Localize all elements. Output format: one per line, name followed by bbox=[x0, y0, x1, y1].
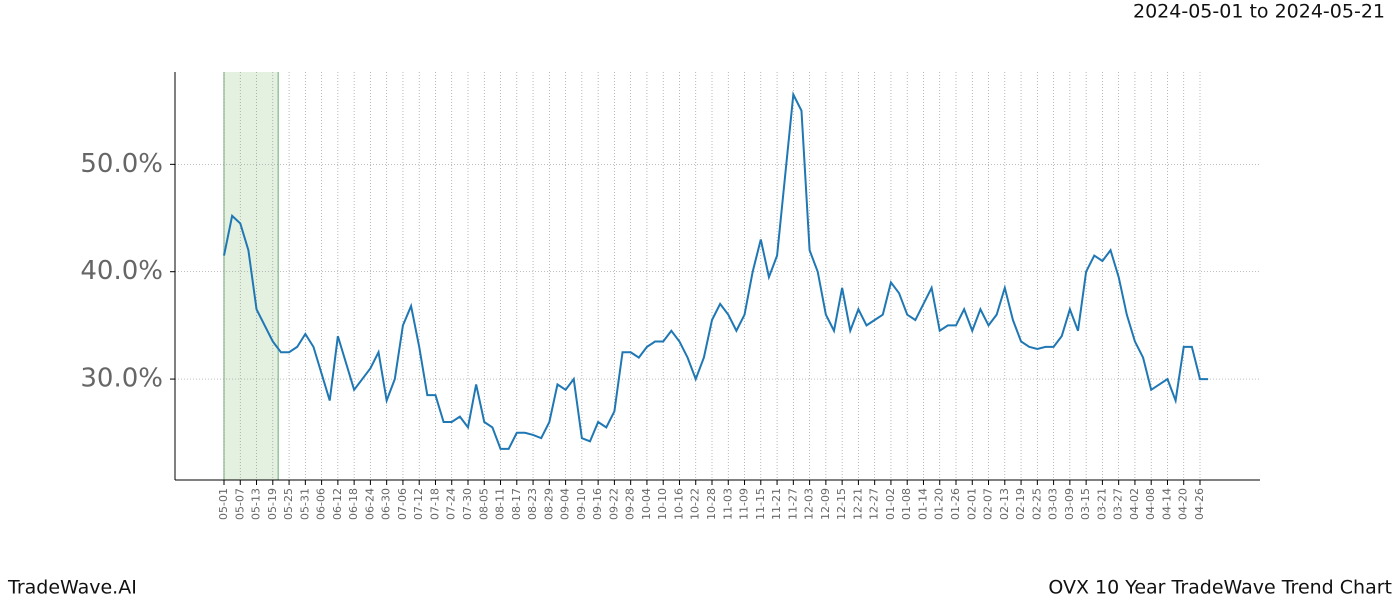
y-tick-label: 50.0% bbox=[80, 149, 163, 179]
x-tick-label: 02-07 bbox=[982, 488, 995, 520]
x-tick-label: 08-23 bbox=[526, 488, 539, 520]
x-tick-label: 06-18 bbox=[347, 488, 360, 520]
x-tick-label: 05-25 bbox=[282, 488, 295, 520]
x-tick-label: 03-27 bbox=[1112, 488, 1125, 520]
x-tick-label: 01-20 bbox=[933, 488, 946, 520]
x-tick-label: 11-27 bbox=[786, 488, 799, 520]
x-tick-label: 03-15 bbox=[1079, 488, 1092, 520]
chart-title: 2024-05-01 to 2024-05-21 bbox=[1133, 1, 1385, 23]
y-tick-label: 40.0% bbox=[80, 256, 163, 286]
x-tick-label: 04-26 bbox=[1193, 488, 1206, 520]
x-tick-label: 12-21 bbox=[851, 488, 864, 520]
x-tick-label: 01-26 bbox=[949, 488, 962, 520]
x-tick-label: 09-22 bbox=[607, 488, 620, 520]
trend-line bbox=[223, 91, 1209, 450]
x-tick-label: 09-16 bbox=[591, 488, 604, 520]
x-tick-label: 04-14 bbox=[1160, 488, 1173, 520]
x-tick-label: 05-31 bbox=[298, 488, 311, 520]
x-tick-label: 06-24 bbox=[363, 488, 376, 520]
footer-left: TradeWave.AI bbox=[7, 577, 137, 599]
x-tick-label: 10-10 bbox=[656, 488, 669, 520]
x-tick-label: 02-01 bbox=[965, 488, 978, 520]
x-tick-label: 03-03 bbox=[1047, 488, 1060, 520]
x-tick-label: 08-29 bbox=[542, 488, 555, 520]
x-tick-label: 10-04 bbox=[640, 488, 653, 520]
x-tick-label: 07-18 bbox=[428, 488, 441, 520]
x-tick-label: 05-19 bbox=[266, 488, 279, 520]
x-tick-label: 09-28 bbox=[624, 488, 637, 520]
x-tick-label: 06-12 bbox=[331, 488, 344, 520]
x-tick-label: 08-11 bbox=[494, 488, 507, 520]
x-tick-label: 06-30 bbox=[380, 488, 393, 520]
x-tick-label: 01-02 bbox=[884, 488, 897, 520]
x-tick-label: 08-17 bbox=[510, 488, 523, 520]
x-tick-label: 05-07 bbox=[233, 488, 246, 520]
x-tick-label: 05-01 bbox=[217, 488, 230, 520]
x-tick-label: 02-25 bbox=[1030, 488, 1043, 520]
x-tick-label: 10-16 bbox=[672, 488, 685, 520]
x-tick-label: 08-05 bbox=[477, 488, 490, 520]
x-tick-label: 02-13 bbox=[998, 488, 1011, 520]
x-tick-label: 11-09 bbox=[738, 488, 751, 520]
x-tick-label: 02-19 bbox=[1014, 488, 1027, 520]
x-tick-label: 12-15 bbox=[835, 488, 848, 520]
x-tick-label: 07-06 bbox=[396, 488, 409, 520]
x-tick-label: 11-15 bbox=[754, 488, 767, 520]
x-tick-label: 07-30 bbox=[461, 488, 474, 520]
x-tick-label: 11-03 bbox=[721, 488, 734, 520]
x-tick-label: 03-21 bbox=[1095, 488, 1108, 520]
x-tick-label: 01-14 bbox=[916, 488, 929, 520]
x-tick-label: 04-20 bbox=[1177, 488, 1190, 520]
footer-right: OVX 10 Year TradeWave Trend Chart bbox=[1048, 577, 1392, 599]
x-tick-label: 12-27 bbox=[868, 488, 881, 520]
x-tick-label: 04-02 bbox=[1128, 488, 1141, 520]
x-tick-label: 07-24 bbox=[445, 488, 458, 520]
x-tick-label: 05-13 bbox=[250, 488, 263, 520]
x-tick-label: 10-22 bbox=[689, 488, 702, 520]
x-tick-label: 04-08 bbox=[1144, 488, 1157, 520]
x-tick-label: 12-03 bbox=[803, 488, 816, 520]
x-tick-label: 01-08 bbox=[900, 488, 913, 520]
x-tick-label: 12-09 bbox=[819, 488, 832, 520]
x-tick-label: 09-04 bbox=[559, 488, 572, 520]
x-tick-label: 06-06 bbox=[315, 488, 328, 520]
x-tick-label: 11-21 bbox=[770, 488, 783, 520]
x-tick-label: 09-10 bbox=[575, 488, 588, 520]
x-tick-label: 07-12 bbox=[412, 488, 425, 520]
x-tick-label: 10-28 bbox=[705, 488, 718, 520]
x-tick-label: 03-09 bbox=[1063, 488, 1076, 520]
y-tick-label: 30.0% bbox=[80, 364, 163, 394]
